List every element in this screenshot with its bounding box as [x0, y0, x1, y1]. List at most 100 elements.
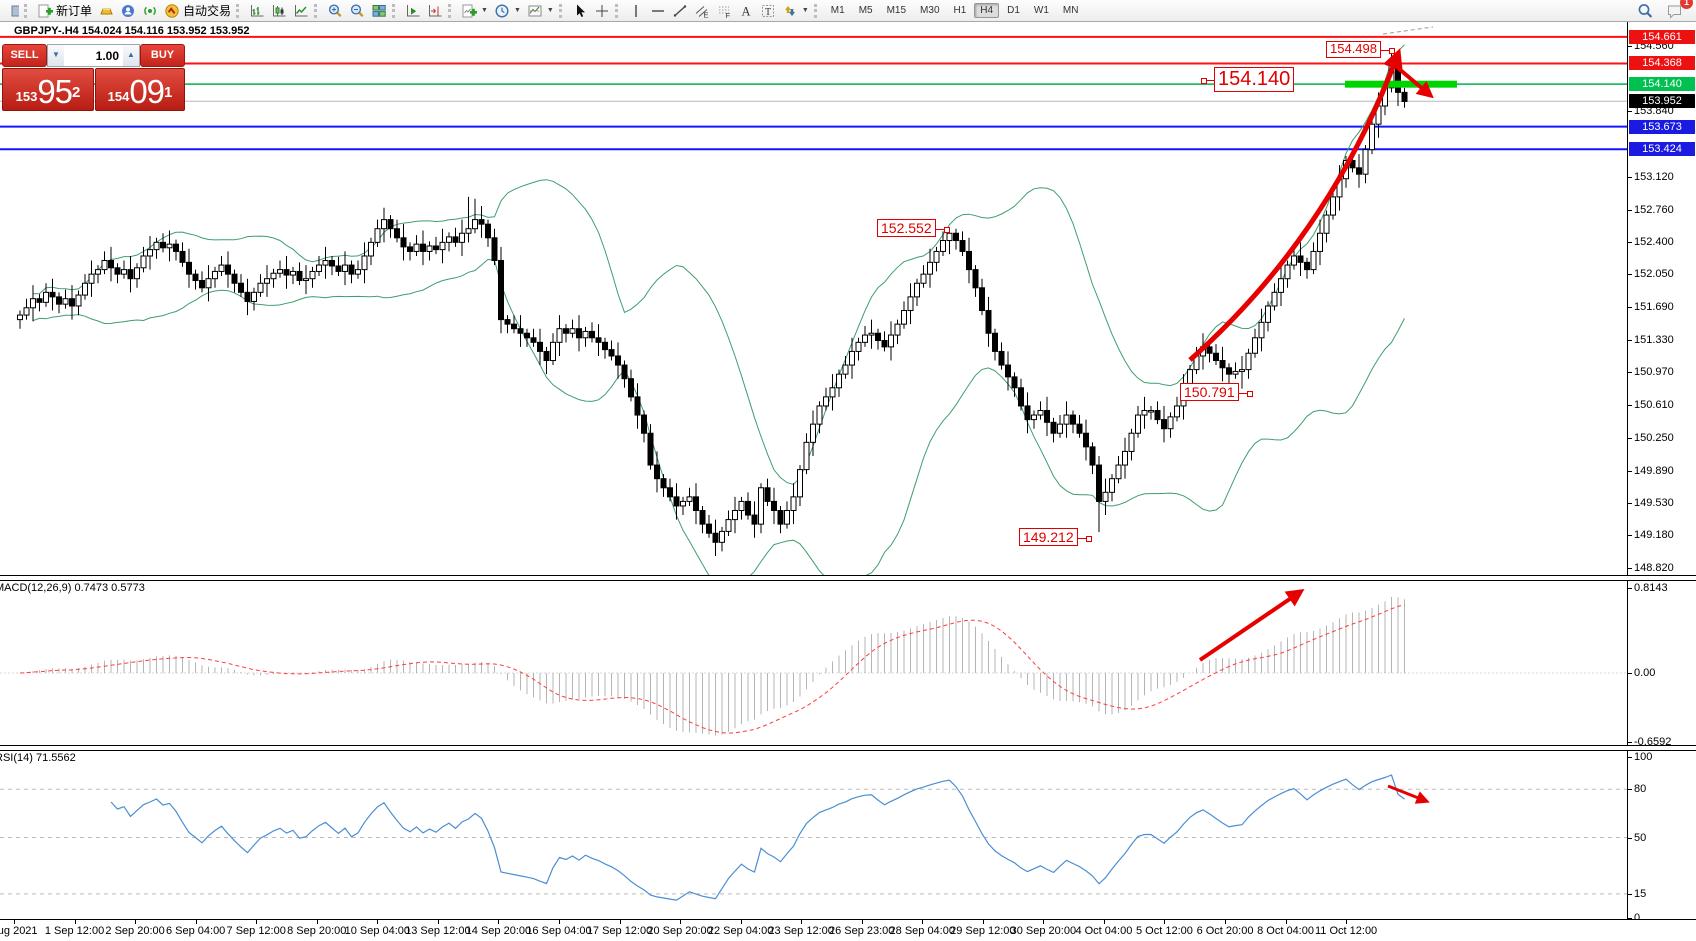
- toolbar-cursor-button[interactable]: [569, 1, 591, 20]
- toolbar-zoom-in-button[interactable]: [324, 1, 346, 20]
- rsi-tick-dash: [1628, 893, 1632, 895]
- toolbar-candle-chart-button[interactable]: [268, 1, 290, 20]
- rsi-panel[interactable]: RSI(14) 71.5562: [0, 749, 1696, 919]
- toolbar-group: [390, 0, 446, 21]
- toolbar-crosshair-button[interactable]: [591, 1, 613, 20]
- volume-increase-button[interactable]: ▲: [123, 45, 139, 66]
- toolbar-autotrade-button[interactable]: 自动交易: [161, 1, 234, 20]
- toolbar-auto-scroll-button[interactable]: [402, 1, 424, 20]
- toolbar-group-handle[interactable]: [314, 3, 321, 18]
- main-chart-panel[interactable]: [0, 21, 1696, 592]
- macd-tick-label: 0.00: [1634, 667, 1656, 679]
- macd-label: MACD(12,26,9) 0.7473 0.5773: [0, 582, 145, 594]
- candles-layer: [17, 51, 1408, 556]
- timeframe-button-M5[interactable]: M5: [858, 5, 873, 16]
- toolbar-gold-bar-button[interactable]: [95, 1, 117, 20]
- time-label: 6 Oct 20:00: [1196, 925, 1254, 937]
- toolbar-group: [234, 0, 312, 21]
- panel-separator[interactable]: [0, 745, 1696, 751]
- time-tick: [14, 920, 15, 924]
- price-callout-154.498[interactable]: 154.498: [1326, 41, 1381, 58]
- volume-decrease-button[interactable]: ▼: [48, 45, 64, 66]
- toolbar-group-handle[interactable]: [448, 3, 455, 18]
- toolbar-fibonacci-button[interactable]: F: [713, 1, 735, 20]
- time-label: 16 Sep 04:00: [526, 925, 592, 937]
- price-callout-152.552[interactable]: 152.552: [877, 219, 936, 238]
- price-tick-label: 149.180: [1634, 529, 1674, 542]
- timeframe-button-D1[interactable]: D1: [1007, 5, 1020, 16]
- toolbar-group-handle[interactable]: [24, 3, 31, 18]
- time-label: 17 Sep 12:00: [586, 925, 653, 937]
- toolbar-trendline-button[interactable]: [669, 1, 691, 20]
- price-callout-154.140[interactable]: 154.140: [1214, 67, 1295, 92]
- toolbar-chart-shift-button[interactable]: [424, 1, 446, 20]
- timeframe-button-H4[interactable]: H4: [974, 3, 1000, 18]
- toolbar-bar-chart-button[interactable]: [246, 1, 268, 20]
- dropdown-caret-icon[interactable]: ▼: [546, 7, 554, 14]
- toolbar-text-label-button[interactable]: T: [757, 1, 779, 20]
- toolbar-new-chart-button[interactable]: ▼: [458, 1, 491, 20]
- price-chart-canvas[interactable]: [0, 21, 1627, 592]
- dropdown-caret-icon[interactable]: ▼: [513, 7, 521, 14]
- toolbar-window-part-button[interactable]: [0, 1, 22, 20]
- trend-arrow-up[interactable]: [1188, 48, 1403, 362]
- rsi-line: [110, 774, 1405, 901]
- callout-anchor: [1389, 48, 1395, 54]
- search-button[interactable]: [1634, 1, 1656, 20]
- time-tick: [437, 920, 439, 924]
- toolbar-community-button[interactable]: [117, 1, 139, 20]
- gray-dashed-stub[interactable]: [1382, 26, 1434, 35]
- toolbar-group-handle[interactable]: [813, 3, 821, 18]
- volume-input[interactable]: [64, 45, 123, 66]
- timeframe-button-MN[interactable]: MN: [1062, 5, 1079, 16]
- toolbar-text-button[interactable]: A: [735, 1, 757, 20]
- price-tick-label: 152.760: [1634, 203, 1674, 216]
- toolbar-templates-button[interactable]: ▼: [524, 1, 557, 20]
- price-callout-150.791[interactable]: 150.791: [1180, 383, 1239, 402]
- ask-prefix: 154: [107, 89, 130, 104]
- toolbar-signal-button[interactable]: [139, 1, 161, 20]
- toolbar-zoom-out-button[interactable]: [346, 1, 368, 20]
- bid-price-tile[interactable]: 153 95 2: [2, 68, 94, 111]
- dropdown-caret-icon[interactable]: ▼: [481, 7, 488, 14]
- macd-trend-arrow[interactable]: [1198, 588, 1305, 662]
- macd-canvas[interactable]: [0, 579, 1627, 745]
- rsi-reversal-arrow[interactable]: [1387, 784, 1430, 804]
- toolbar-tile-windows-button[interactable]: [368, 1, 390, 20]
- ask-price-tile[interactable]: 154 09 1: [95, 68, 185, 111]
- time-axis[interactable]: Aug 2021 1 Sep 12:002 Sep 20:006 Sep 04:0…: [0, 919, 1696, 941]
- timeframe-button-M1[interactable]: M1: [830, 5, 845, 16]
- toolbar-group-handle[interactable]: [392, 3, 399, 18]
- timeframe-button-M15[interactable]: M15: [886, 5, 907, 16]
- bollinger-upper-band: [32, 44, 1405, 485]
- toolbar-group-handle[interactable]: [236, 3, 243, 18]
- reversal-arrow-down[interactable]: [1396, 66, 1434, 99]
- notifications-button[interactable]: 1: [1664, 0, 1693, 20]
- toolbar-new-order-button[interactable]: 新订单: [34, 1, 95, 20]
- toolbar-equidistant-channel-button[interactable]: E: [691, 1, 713, 20]
- toolbar-group-handle[interactable]: [558, 3, 566, 18]
- toolbar-arrows-button[interactable]: ▼: [779, 1, 812, 20]
- green-trend-segment[interactable]: [1345, 80, 1457, 88]
- new-chart-icon: [462, 4, 478, 17]
- toolbar-group-handle[interactable]: [614, 3, 622, 18]
- timeframe-button-H1[interactable]: H1: [953, 5, 967, 16]
- rsi-tick-dash: [1628, 757, 1632, 758]
- panel-separator[interactable]: [0, 575, 1696, 581]
- time-label: 22 Sep 04:00: [707, 925, 774, 937]
- timeframe-button-W1[interactable]: W1: [1033, 5, 1049, 16]
- toolbar-vline-button[interactable]: [625, 1, 647, 20]
- macd-panel[interactable]: MACD(12,26,9) 0.7473 0.5773: [0, 579, 1696, 745]
- zoom-out-icon: [350, 3, 364, 17]
- toolbar-group: 新订单 自动交易: [22, 0, 234, 21]
- toolbar-periods-button[interactable]: ▼: [491, 1, 524, 20]
- timeframe-button-M30[interactable]: M30: [920, 5, 940, 16]
- rsi-canvas[interactable]: [0, 749, 1627, 919]
- dropdown-caret-icon[interactable]: ▼: [801, 7, 809, 14]
- sell-button[interactable]: SELL: [2, 44, 47, 67]
- price-axis-divider: [1627, 21, 1628, 919]
- price-callout-149.212[interactable]: 149.212: [1019, 528, 1078, 547]
- toolbar-hline-button[interactable]: [647, 1, 669, 20]
- toolbar-line-chart-button[interactable]: [290, 1, 312, 20]
- buy-button[interactable]: BUY: [140, 44, 185, 67]
